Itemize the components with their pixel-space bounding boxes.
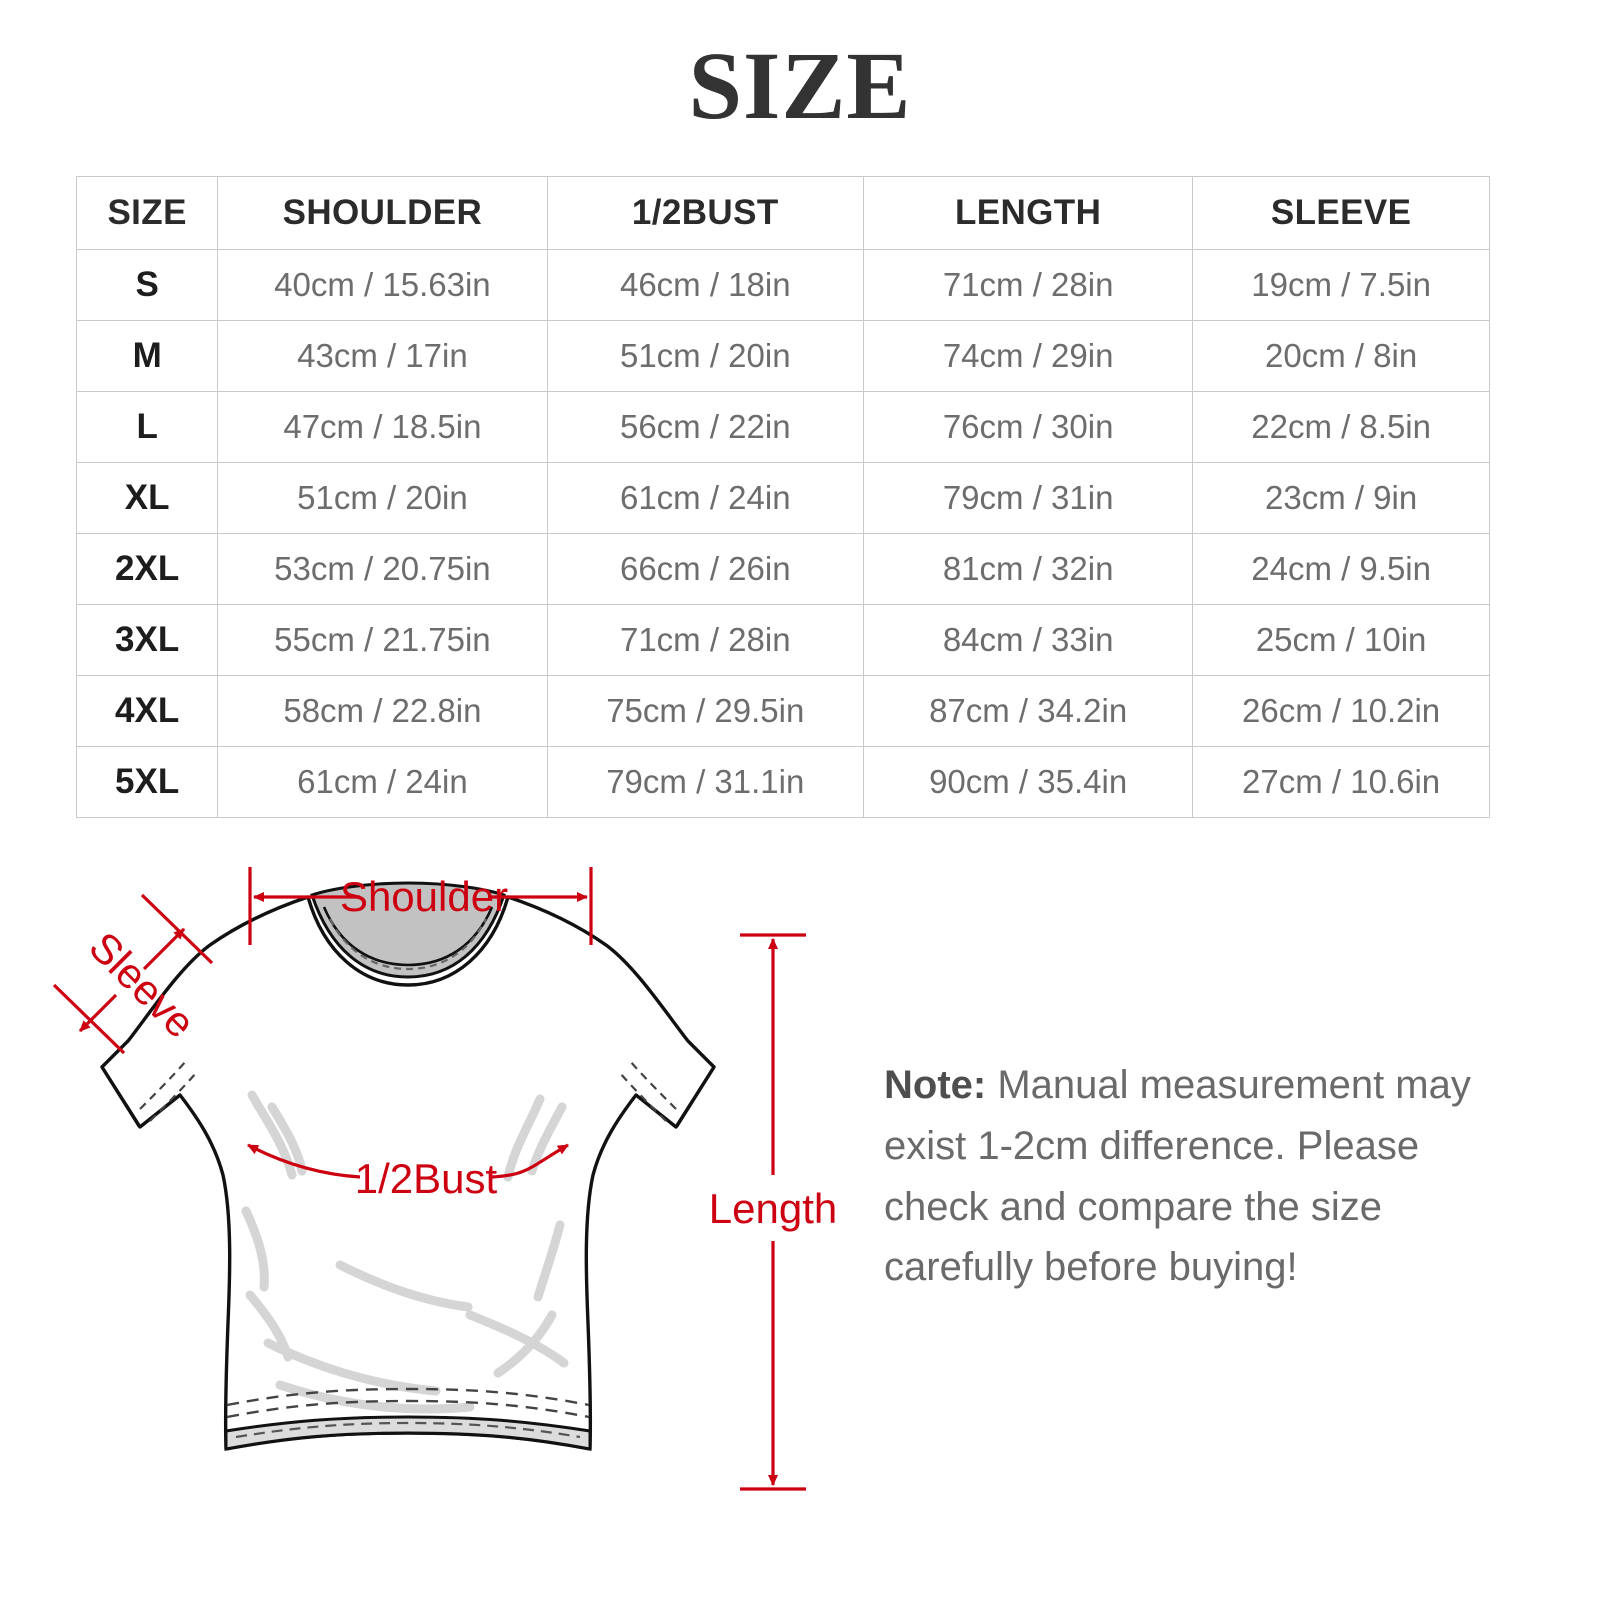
table-row: M 43cm / 17in 51cm / 20in 74cm / 29in 20… [75,320,1490,392]
cell-sleeve: 27cm / 10.6in [1192,746,1490,818]
cell-size: 4XL [75,675,219,747]
cell-sleeve: 24cm / 9.5in [1192,533,1490,605]
length-label: Length [709,1185,837,1232]
cell-sleeve: 22cm / 8.5in [1192,391,1490,463]
cell-length: 71cm / 28in [863,249,1194,321]
cell-size: 2XL [75,533,219,605]
column-header-bust: 1/2BUST [546,176,865,250]
cell-bust: 75cm / 29.5in [546,675,865,747]
cell-bust: 66cm / 26in [546,533,865,605]
table-row: XL 51cm / 20in 61cm / 24in 79cm / 31in 2… [75,462,1490,534]
note-block: Note: Manual measurement may exist 1-2cm… [884,1055,1504,1298]
cell-shoulder: 53cm / 20.75in [217,533,548,605]
cell-sleeve: 23cm / 9in [1192,462,1490,534]
table-header-row: SIZE SHOULDER 1/2BUST LENGTH SLEEVE [75,176,1490,250]
cell-size: XL [75,462,219,534]
cell-length: 90cm / 35.4in [863,746,1194,818]
cell-shoulder: 43cm / 17in [217,320,548,392]
cell-shoulder: 61cm / 24in [217,746,548,818]
cell-shoulder: 51cm / 20in [217,462,548,534]
note-label: Note: [884,1063,987,1107]
note-text: Manual measurement may exist 1-2cm diffe… [884,1063,1471,1290]
table-row: 2XL 53cm / 20.75in 66cm / 26in 81cm / 32… [75,533,1490,605]
cell-sleeve: 19cm / 7.5in [1192,249,1490,321]
bust-dimension-annotation: 1/2Bust [247,1143,569,1202]
cell-bust: 46cm / 18in [546,249,865,321]
page-title: SIZE [688,32,912,139]
cell-bust: 79cm / 31.1in [546,746,865,818]
cell-size: 3XL [75,604,219,676]
column-header-size: SIZE [75,176,219,250]
shoulder-label: Shoulder [340,873,508,920]
cell-bust: 71cm / 28in [546,604,865,676]
cell-sleeve: 25cm / 10in [1192,604,1490,676]
column-header-length: LENGTH [863,176,1194,250]
cell-shoulder: 47cm / 18.5in [217,391,548,463]
cell-shoulder: 40cm / 15.63in [217,249,548,321]
cell-shoulder: 58cm / 22.8in [217,675,548,747]
table-row: 4XL 58cm / 22.8in 75cm / 29.5in 87cm / 3… [75,675,1490,747]
cell-size: M [75,320,219,392]
cell-shoulder: 55cm / 21.75in [217,604,548,676]
table-row: L 47cm / 18.5in 56cm / 22in 76cm / 30in … [75,391,1490,463]
cell-length: 76cm / 30in [863,391,1194,463]
cell-length: 81cm / 32in [863,533,1194,605]
table-row: 3XL 55cm / 21.75in 71cm / 28in 84cm / 33… [75,604,1490,676]
cell-bust: 61cm / 24in [546,462,865,534]
cell-bust: 51cm / 20in [546,320,865,392]
tshirt-illustration [100,881,716,1451]
cell-length: 74cm / 29in [863,320,1194,392]
cell-size: 5XL [75,746,219,818]
column-header-sleeve: SLEEVE [1192,176,1490,250]
length-dimension-annotation: Length [709,933,837,1491]
cell-sleeve: 26cm / 10.2in [1192,675,1490,747]
size-chart-table: SIZE SHOULDER 1/2BUST LENGTH SLEEVE S 40… [75,176,1490,818]
cell-length: 87cm / 34.2in [863,675,1194,747]
shoulder-dimension-annotation: Shoulder [248,867,593,945]
size-table-container: SIZE SHOULDER 1/2BUST LENGTH SLEEVE S 40… [75,176,1490,818]
cell-sleeve: 20cm / 8in [1192,320,1490,392]
cell-length: 84cm / 33in [863,604,1194,676]
column-header-shoulder: SHOULDER [217,176,548,250]
table-row: 5XL 61cm / 24in 79cm / 31.1in 90cm / 35.… [75,746,1490,818]
cell-size: L [75,391,219,463]
bust-label: 1/2Bust [355,1155,498,1202]
table-row: S 40cm / 15.63in 46cm / 18in 71cm / 28in… [75,249,1490,321]
tshirt-measurement-diagram: Shoulder Sleeve 1/2Bust Length [40,845,860,1565]
cell-size: S [75,249,219,321]
cell-bust: 56cm / 22in [546,391,865,463]
cell-length: 79cm / 31in [863,462,1194,534]
